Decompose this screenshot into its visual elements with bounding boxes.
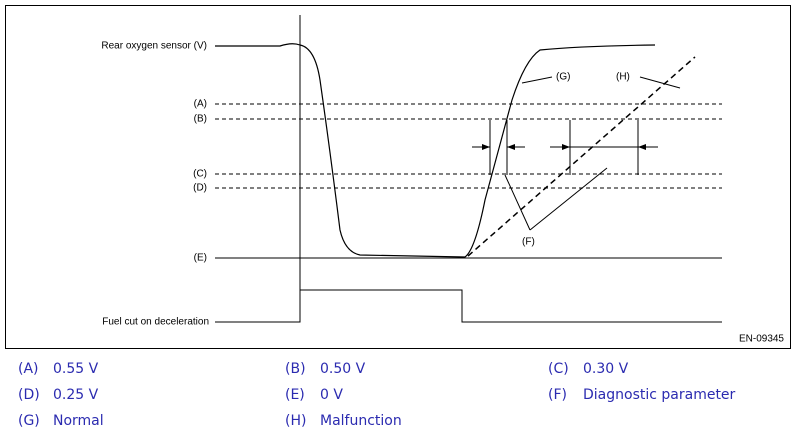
legend-key: (H) [285,413,307,429]
malfunction-curve [467,56,696,257]
legend-key: (D) [18,387,40,403]
signal-label: Rear oxygen sensor (V) [101,41,207,52]
legend-key: (G) [18,413,40,429]
legend-text: Malfunction [320,413,402,429]
normal-curve [215,43,656,258]
level-label: (D) [193,183,207,194]
parameter-arrows [472,76,681,231]
legend-text: 0.55 V [53,361,99,377]
legend-key: (B) [285,361,306,377]
legend-text: Normal [53,413,104,429]
legend-key: (F) [548,387,567,403]
legend-key: (A) [18,361,39,377]
callout: (H) [616,72,630,83]
legend-text: 0.30 V [583,361,629,377]
level-label: (B) [194,114,207,125]
figure-id: EN-09345 [739,334,784,345]
fuel-cut-signal [215,289,722,323]
callout: (F) [522,237,535,248]
diagram: Rear oxygen sensor (V) (A) (B) (C) (D) (… [5,5,791,349]
legend-text: 0 V [320,387,343,403]
level-label: (A) [194,99,207,110]
level-label: (E) [194,253,207,264]
legend-key: (E) [285,387,305,403]
legend-text: 0.50 V [320,361,366,377]
frame [5,5,791,349]
fuel-cut-label: Fuel cut on deceleration [102,317,209,328]
callout: (G) [556,72,570,83]
legend-key: (C) [548,361,569,377]
legend-text: Diagnostic parameter [583,387,736,403]
legend-text: 0.25 V [53,387,99,403]
level-lines [215,15,722,322]
level-label: (C) [193,169,207,180]
